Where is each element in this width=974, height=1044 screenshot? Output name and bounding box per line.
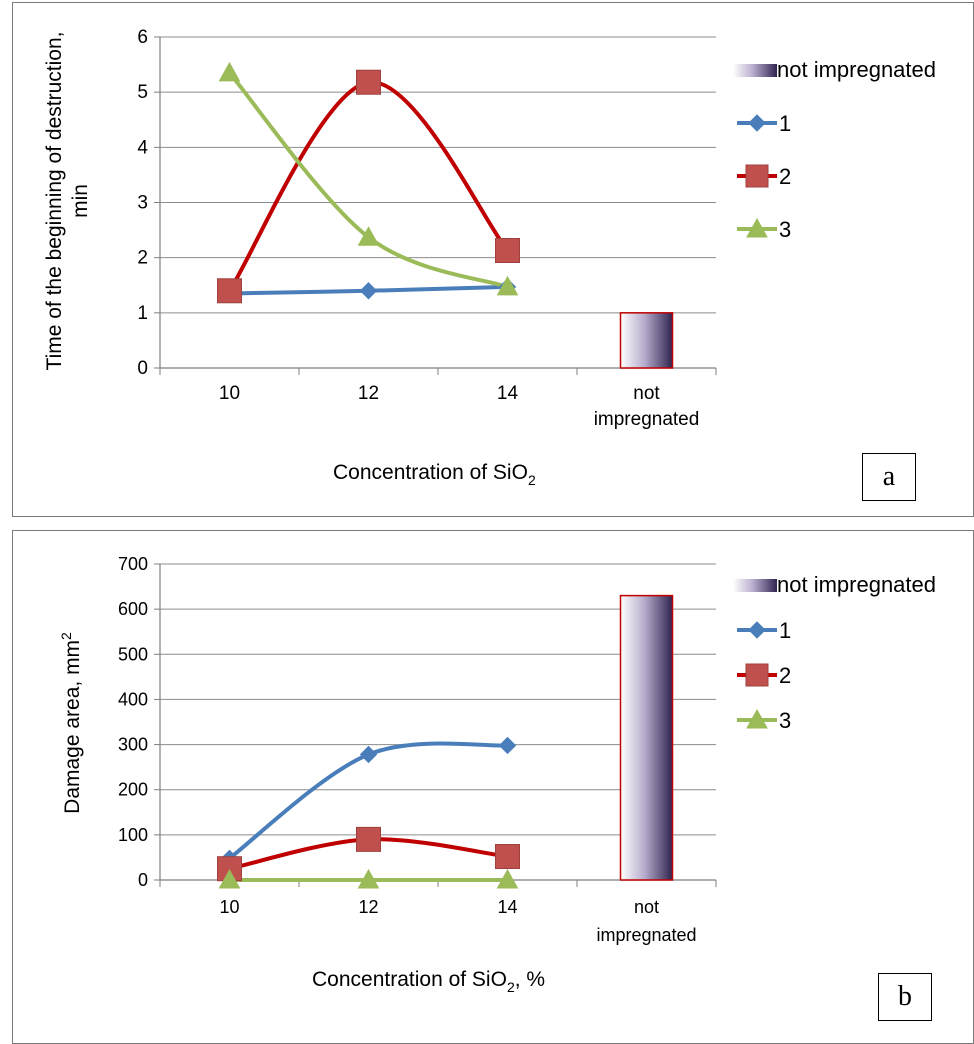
series-3-line	[227, 70, 510, 289]
y-tick-label: 700	[118, 554, 148, 574]
y-tick-label: 200	[118, 780, 148, 800]
legend-label-not-impregnated: not impregnated	[777, 572, 936, 597]
series-1-point	[359, 282, 378, 300]
x-tick-label: not	[633, 383, 660, 404]
series-3-point	[496, 275, 519, 296]
y-axis-title-sup: 2	[58, 632, 74, 640]
y-axis-title-line2: min	[69, 184, 92, 218]
x-tick-label: impregnated	[594, 409, 700, 430]
y-tick-label: 500	[118, 644, 148, 664]
y-axis-title: Time of the beginning of destruction,	[43, 32, 66, 371]
series-2-point	[356, 69, 381, 95]
series-1-point	[498, 736, 517, 755]
panel-label-a-text: a	[882, 461, 896, 492]
legend-marker-2	[745, 164, 769, 188]
series-3-point	[218, 61, 241, 82]
y-tick-label: 300	[118, 735, 148, 755]
legend-label-3: 3	[779, 217, 791, 242]
bar-not-impregnated	[619, 312, 674, 369]
x-axis-title-sub: 2	[528, 472, 536, 488]
legend-marker-3	[746, 708, 768, 729]
x-tick-label: 12	[358, 383, 379, 404]
chart-panel-b: 0 100 200 300 400 500 600 700 10 12 14 not impregnat…	[12, 530, 974, 1044]
legend-marker-1	[748, 114, 766, 132]
series-2-point	[495, 237, 520, 263]
y-axis-title: Damage area, mm2	[58, 632, 84, 814]
y-tick-label: 4	[137, 137, 148, 158]
panel-label-b: b	[878, 973, 932, 1021]
series-2-point	[217, 278, 242, 304]
x-tick-label: 10	[219, 383, 240, 404]
legend-label-1: 1	[779, 111, 791, 136]
series-3-point	[357, 226, 380, 246]
y-tick-label: 600	[118, 599, 148, 619]
legend-label-2: 2	[779, 663, 791, 688]
y-tick-label: 2	[137, 248, 148, 269]
x-tick-label: 12	[358, 897, 378, 917]
series-2-point	[356, 826, 381, 852]
y-tick-label: 0	[137, 358, 148, 379]
x-tick-label: impregnated	[596, 925, 696, 945]
legend-label-not-impregnated: not impregnated	[777, 57, 936, 82]
x-tick-label: 14	[497, 897, 517, 917]
x-tick-label: not	[634, 897, 659, 917]
y-tick-label: 5	[137, 82, 148, 103]
bar-not-impregnated	[619, 594, 674, 881]
legend-label-2: 2	[779, 164, 791, 189]
legend-marker-3	[746, 217, 768, 238]
series-3-point	[218, 868, 241, 889]
x-axis-title-tail: , %	[515, 968, 545, 991]
series-2-line	[227, 80, 510, 293]
y-tick-label: 400	[118, 689, 148, 709]
y-tick-label: 1	[137, 303, 148, 324]
x-axis-title: Concentration of SiO2, %	[312, 968, 545, 995]
x-tick-label: 14	[497, 383, 519, 404]
y-tick-label: 0	[138, 870, 148, 890]
series-2-point	[495, 844, 520, 870]
y-tick-label: 100	[118, 825, 148, 845]
legend-label-1: 1	[779, 618, 791, 643]
x-tick-label: 10	[219, 897, 239, 917]
legend-label-3: 3	[779, 708, 791, 733]
x-axis-title-sub: 2	[507, 979, 515, 995]
panel-label-a: a	[862, 453, 916, 501]
legend-marker-2	[745, 663, 769, 687]
series-3-point	[496, 868, 519, 889]
x-axis-title: Concentration of SiO2	[333, 461, 536, 488]
legend-bar-swatch	[733, 579, 777, 592]
series-3-point	[357, 868, 380, 889]
y-tick-label: 6	[137, 27, 148, 48]
series-1-point	[359, 745, 378, 764]
legend-bar-swatch	[733, 64, 777, 77]
chart-panel-a: 0 1 2 3 4 5 6 10 12 14 not impregnated Time of the b…	[12, 2, 974, 517]
y-tick-label: 3	[137, 193, 148, 214]
panel-label-b-text: b	[898, 981, 912, 1012]
legend-marker-1	[748, 621, 766, 639]
